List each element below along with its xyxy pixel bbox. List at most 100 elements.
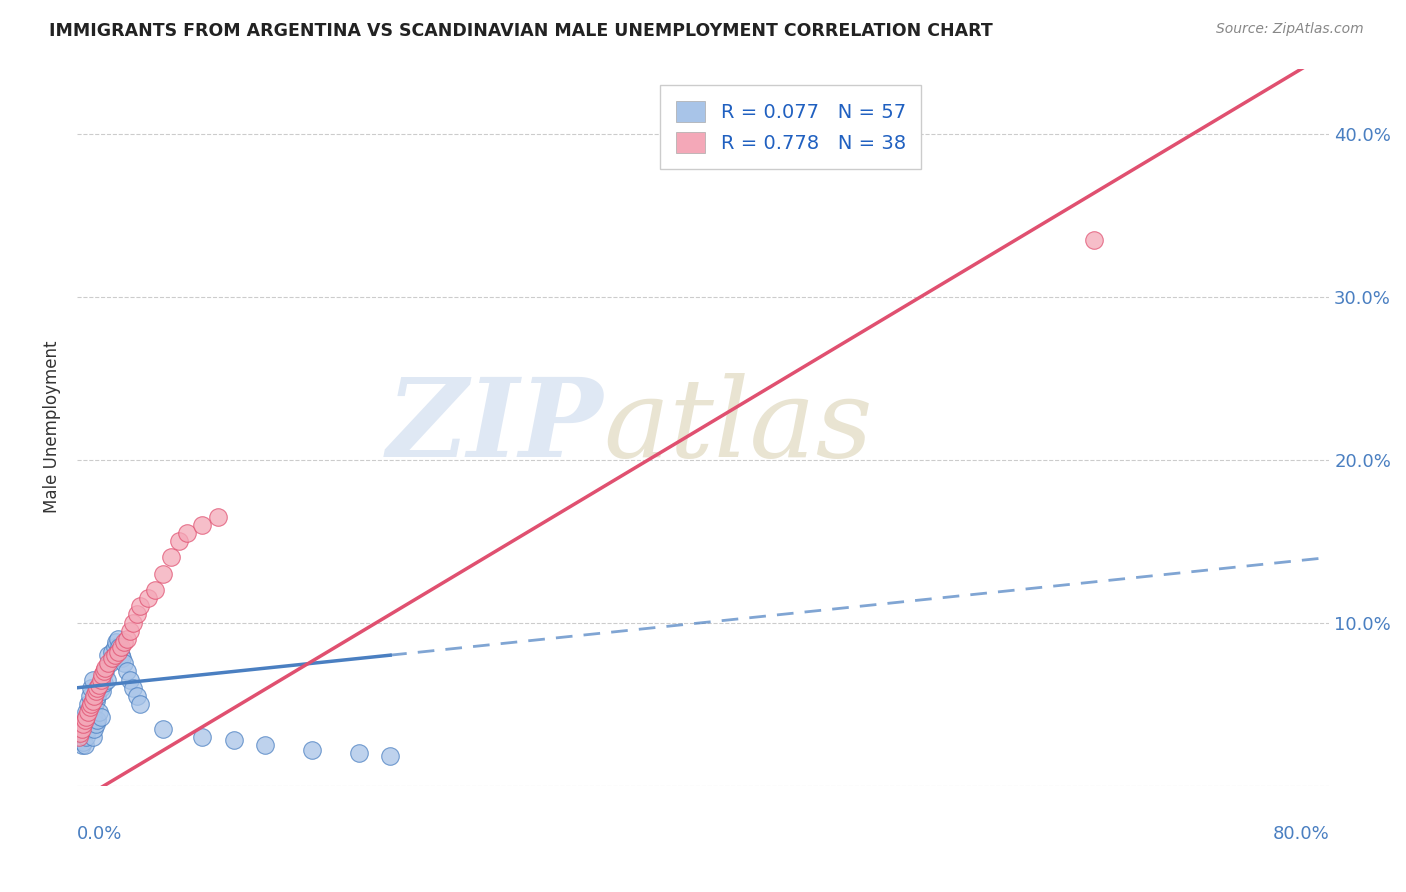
Point bbox=[86, 689, 108, 703]
Point bbox=[98, 657, 121, 671]
Point bbox=[105, 635, 128, 649]
Point bbox=[67, 730, 90, 744]
Point bbox=[112, 657, 135, 671]
Point bbox=[110, 640, 132, 654]
Point bbox=[152, 566, 174, 581]
Point bbox=[86, 714, 108, 728]
Point bbox=[125, 689, 148, 703]
Point bbox=[80, 681, 103, 695]
Point bbox=[110, 648, 132, 663]
Point bbox=[108, 640, 131, 654]
Point bbox=[253, 738, 276, 752]
Point bbox=[84, 684, 107, 698]
Text: 0.0%: 0.0% bbox=[77, 825, 122, 843]
Point bbox=[104, 640, 127, 654]
Point bbox=[69, 722, 91, 736]
Point bbox=[76, 710, 98, 724]
Point bbox=[160, 550, 183, 565]
Point bbox=[73, 714, 96, 728]
Point bbox=[90, 673, 112, 687]
Point bbox=[84, 716, 107, 731]
Point bbox=[87, 677, 110, 691]
Point bbox=[107, 645, 129, 659]
Point bbox=[83, 689, 105, 703]
Point bbox=[79, 714, 101, 728]
Point bbox=[77, 722, 100, 736]
Point bbox=[301, 742, 323, 756]
Point bbox=[84, 694, 107, 708]
Point bbox=[90, 681, 112, 695]
Point bbox=[72, 716, 94, 731]
Point bbox=[143, 582, 166, 597]
Point bbox=[115, 665, 138, 679]
Point bbox=[67, 730, 90, 744]
Text: ZIP: ZIP bbox=[387, 373, 603, 481]
Point bbox=[115, 632, 138, 646]
Point bbox=[82, 710, 104, 724]
Point bbox=[100, 645, 122, 659]
Point bbox=[222, 733, 245, 747]
Point bbox=[97, 648, 120, 663]
Point bbox=[76, 730, 98, 744]
Point bbox=[1083, 233, 1105, 247]
Point bbox=[347, 746, 370, 760]
Point bbox=[76, 705, 98, 719]
Text: Source: ZipAtlas.com: Source: ZipAtlas.com bbox=[1216, 22, 1364, 37]
Point bbox=[93, 676, 115, 690]
Text: atlas: atlas bbox=[603, 373, 873, 481]
Point bbox=[167, 534, 190, 549]
Y-axis label: Male Unemployment: Male Unemployment bbox=[44, 341, 60, 513]
Point bbox=[96, 673, 118, 687]
Point bbox=[77, 705, 100, 719]
Point bbox=[83, 722, 105, 736]
Point bbox=[378, 749, 401, 764]
Point bbox=[73, 714, 96, 728]
Point bbox=[83, 700, 105, 714]
Point bbox=[125, 607, 148, 622]
Point bbox=[120, 624, 142, 638]
Point bbox=[80, 716, 103, 731]
Point bbox=[73, 724, 96, 739]
Point bbox=[112, 635, 135, 649]
Point bbox=[77, 697, 100, 711]
Point bbox=[100, 651, 122, 665]
Point bbox=[70, 738, 93, 752]
Point bbox=[191, 517, 214, 532]
Point bbox=[128, 599, 150, 614]
Point bbox=[94, 661, 117, 675]
Point bbox=[207, 509, 229, 524]
Point bbox=[122, 681, 145, 695]
Point bbox=[70, 726, 93, 740]
Point bbox=[152, 722, 174, 736]
Legend: R = 0.077   N = 57, R = 0.778   N = 38: R = 0.077 N = 57, R = 0.778 N = 38 bbox=[661, 86, 921, 169]
Point bbox=[72, 716, 94, 731]
Point bbox=[79, 700, 101, 714]
Point bbox=[111, 651, 134, 665]
Point bbox=[82, 694, 104, 708]
Point bbox=[69, 733, 91, 747]
Point bbox=[70, 722, 93, 736]
Point bbox=[86, 681, 108, 695]
Point bbox=[107, 632, 129, 646]
Point bbox=[72, 734, 94, 748]
Point bbox=[73, 738, 96, 752]
Point bbox=[82, 730, 104, 744]
Point bbox=[191, 730, 214, 744]
Point bbox=[80, 697, 103, 711]
Text: IMMIGRANTS FROM ARGENTINA VS SCANDINAVIAN MALE UNEMPLOYMENT CORRELATION CHART: IMMIGRANTS FROM ARGENTINA VS SCANDINAVIA… bbox=[49, 22, 993, 40]
Point bbox=[87, 705, 110, 719]
Point bbox=[91, 667, 114, 681]
Text: 80.0%: 80.0% bbox=[1272, 825, 1329, 843]
Point bbox=[94, 665, 117, 679]
Point bbox=[97, 657, 120, 671]
Point bbox=[69, 726, 91, 740]
Point bbox=[91, 684, 114, 698]
Point bbox=[82, 673, 104, 687]
Point bbox=[101, 651, 124, 665]
Point bbox=[128, 697, 150, 711]
Point bbox=[120, 673, 142, 687]
Point bbox=[104, 648, 127, 663]
Point bbox=[90, 710, 112, 724]
Point bbox=[79, 689, 101, 703]
Point bbox=[136, 591, 159, 606]
